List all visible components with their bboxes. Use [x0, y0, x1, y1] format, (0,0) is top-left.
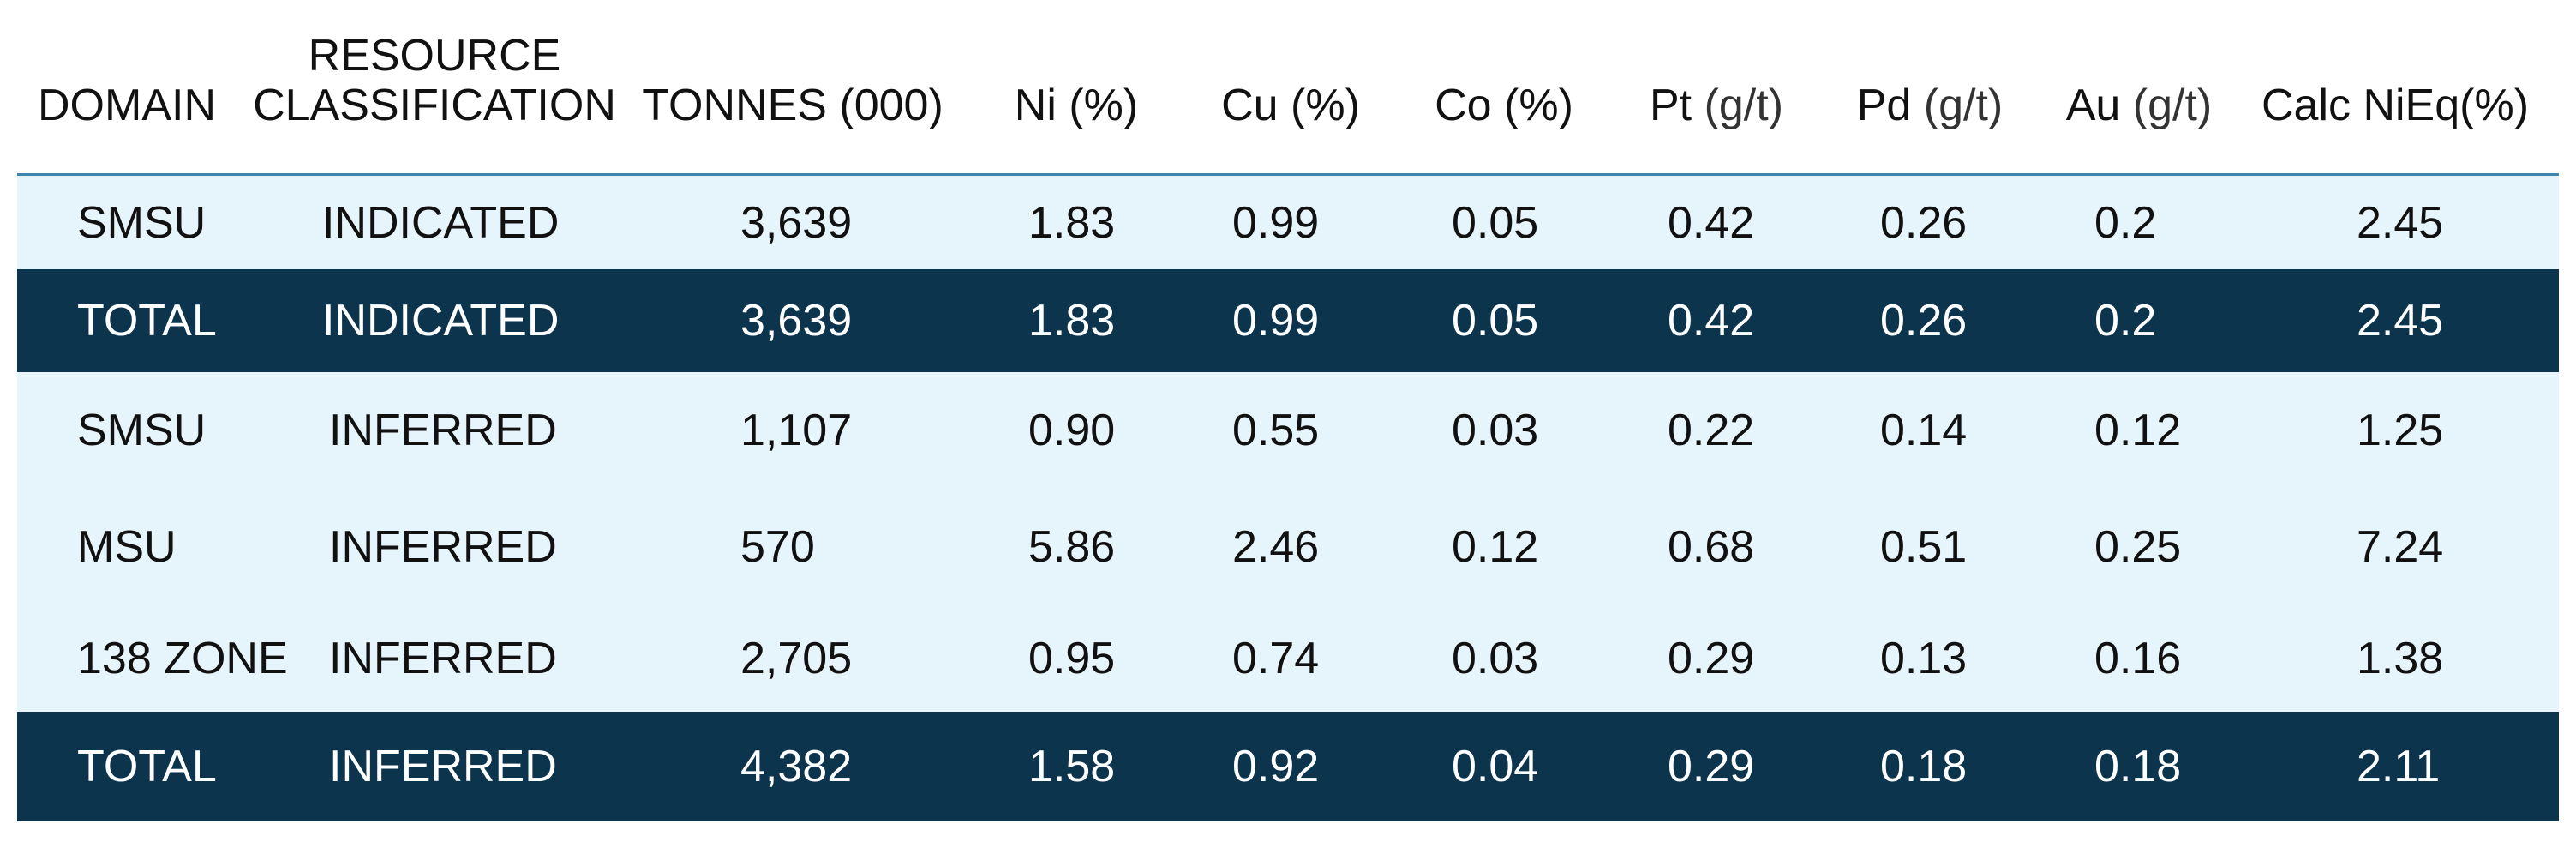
cell-co: 0.04: [1452, 742, 1539, 791]
cell-co: 0.05: [1452, 296, 1539, 346]
cell-pt: 0.29: [1668, 742, 1755, 791]
cell-ni: 1.83: [1028, 296, 1116, 346]
cell-cu: 2.46: [1232, 522, 1320, 572]
header-co: Co (%): [1435, 81, 1573, 130]
table-row: 138 ZONE INFERRED 2,705 0.95 0.74 0.03 0…: [17, 605, 2559, 712]
cell-nieq: 2.45: [2357, 197, 2444, 248]
cell-co: 0.03: [1452, 634, 1539, 683]
cell-pt: 0.42: [1668, 296, 1755, 346]
cell-cu: 0.92: [1232, 742, 1320, 791]
header-pt: Pt (g/t): [1649, 81, 1784, 130]
header-tonnes: TONNES (000): [642, 81, 944, 130]
cell-nieq: 7.24: [2357, 522, 2444, 572]
cell-classification: INFERRED: [329, 742, 557, 791]
header-divider: [17, 173, 2559, 176]
cell-classification: INFERRED: [329, 522, 557, 572]
header-ni: Ni (%): [1014, 81, 1139, 130]
cell-pd: 0.18: [1880, 742, 1968, 791]
cell-co: 0.03: [1452, 406, 1539, 455]
header-domain: DOMAIN: [38, 81, 216, 130]
cell-nieq: 2.45: [2357, 296, 2444, 346]
cell-ni: 1.58: [1028, 742, 1116, 791]
cell-pd: 0.13: [1880, 634, 1968, 683]
cell-domain: SMSU: [77, 197, 207, 248]
cell-au: 0.2: [2094, 296, 2157, 346]
cell-au: 0.12: [2094, 406, 2182, 455]
cell-co: 0.12: [1452, 522, 1539, 572]
cell-classification: INDICATED: [322, 197, 560, 248]
cell-domain: SMSU: [77, 406, 207, 455]
cell-au: 0.18: [2094, 742, 2182, 791]
cell-cu: 0.99: [1232, 197, 1320, 248]
cell-domain: TOTAL: [77, 742, 217, 791]
cell-pd: 0.26: [1880, 197, 1968, 248]
cell-au: 0.2: [2094, 197, 2157, 248]
cell-domain: TOTAL: [77, 296, 217, 346]
cell-ni: 0.90: [1028, 406, 1116, 455]
cell-classification: INFERRED: [329, 634, 557, 683]
table-row-total: TOTAL INDICATED 3,639 1.83 0.99 0.05 0.4…: [17, 269, 2559, 372]
header-cu: Cu (%): [1221, 81, 1360, 130]
table-row: SMSU INFERRED 1,107 0.90 0.55 0.03 0.22 …: [17, 372, 2559, 489]
table-row-total: TOTAL INFERRED 4,382 1.58 0.92 0.04 0.29…: [17, 712, 2559, 821]
header-resource-classification: RESOURCE CLASSIFICATION: [253, 31, 616, 130]
cell-tonnes: 570: [740, 522, 815, 572]
header-calc-nieq: Calc NiEq(%): [2261, 81, 2530, 130]
cell-tonnes: 4,382: [740, 742, 853, 791]
table-header: DOMAIN RESOURCE CLASSIFICATION TONNES (0…: [0, 0, 2576, 171]
table-row: MSU INFERRED 570 5.86 2.46 0.12 0.68 0.5…: [17, 489, 2559, 605]
cell-pd: 0.51: [1880, 522, 1968, 572]
cell-ni: 5.86: [1028, 522, 1116, 572]
cell-pt: 0.68: [1668, 522, 1755, 572]
cell-pt: 0.42: [1668, 197, 1755, 248]
cell-au: 0.25: [2094, 522, 2182, 572]
cell-tonnes: 3,639: [740, 296, 853, 346]
cell-domain: MSU: [77, 522, 177, 572]
cell-nieq: 1.25: [2357, 406, 2444, 455]
cell-co: 0.05: [1452, 197, 1539, 248]
cell-cu: 0.99: [1232, 296, 1320, 346]
cell-pd: 0.26: [1880, 296, 1968, 346]
cell-pd: 0.14: [1880, 406, 1968, 455]
header-au: Au (g/t): [2065, 81, 2213, 130]
cell-tonnes: 3,639: [740, 197, 853, 248]
cell-tonnes: 2,705: [740, 634, 853, 683]
header-pd: Pd (g/t): [1856, 81, 2004, 130]
cell-classification: INFERRED: [329, 406, 557, 455]
cell-pt: 0.22: [1668, 406, 1755, 455]
cell-classification: INDICATED: [322, 296, 560, 346]
cell-domain: 138 ZONE: [77, 634, 288, 683]
cell-cu: 0.55: [1232, 406, 1320, 455]
cell-cu: 0.74: [1232, 634, 1320, 683]
cell-ni: 0.95: [1028, 634, 1116, 683]
cell-au: 0.16: [2094, 634, 2182, 683]
cell-tonnes: 1,107: [740, 406, 853, 455]
cell-nieq: 1.38: [2357, 634, 2444, 683]
cell-ni: 1.83: [1028, 197, 1116, 248]
table-row: SMSU INDICATED 3,639 1.83 0.99 0.05 0.42…: [17, 176, 2559, 269]
cell-pt: 0.29: [1668, 634, 1755, 683]
cell-nieq: 2.11: [2357, 742, 2441, 791]
